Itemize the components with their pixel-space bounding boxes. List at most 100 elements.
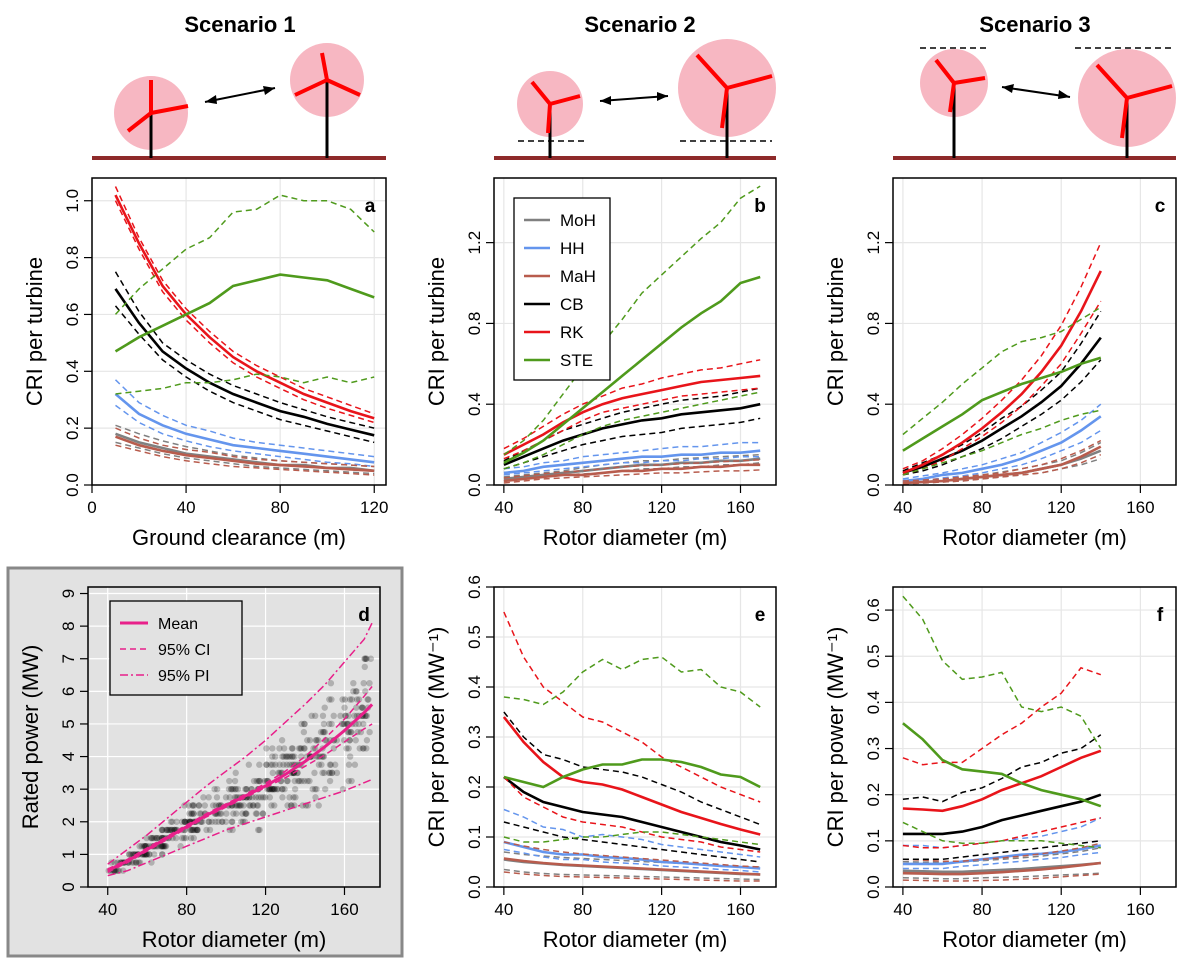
series-RK-ci-low xyxy=(902,300,1102,476)
scatter-point xyxy=(342,712,349,720)
scatter-point xyxy=(346,696,354,703)
y-tick-label: 0.4 xyxy=(465,675,484,699)
scatter-point xyxy=(203,826,210,834)
scatter-point xyxy=(267,785,274,793)
scatter-point xyxy=(133,859,140,866)
x-tick-label: 120 xyxy=(647,900,675,919)
scatter-point xyxy=(223,810,230,817)
scatter-point xyxy=(304,777,311,785)
scatter-point xyxy=(218,810,225,817)
scatter-point xyxy=(292,794,299,801)
y-tick-label: 0.4 xyxy=(864,392,883,416)
scatter-point xyxy=(136,843,143,850)
scatter-point xyxy=(366,679,373,687)
scatter-point xyxy=(216,810,224,817)
scatter-point xyxy=(240,802,247,809)
scatter-point xyxy=(321,728,329,736)
scatter-point xyxy=(331,761,339,768)
scatter-point xyxy=(209,802,217,809)
scatter-point xyxy=(321,769,328,777)
legend-box xyxy=(513,197,611,381)
x-axis-label: Rotor diameter (m) xyxy=(543,927,728,952)
scatter-point xyxy=(260,794,267,801)
scatter-point xyxy=(194,826,201,834)
scatter-point xyxy=(181,802,188,809)
series-HH-mean xyxy=(503,840,761,870)
legend-label: Mean xyxy=(158,616,198,633)
y-tick-label: 0.3 xyxy=(465,725,484,749)
scatter-point xyxy=(158,826,166,834)
scatter-point xyxy=(355,720,363,728)
scatter-point xyxy=(367,655,375,662)
scatter-point xyxy=(212,802,220,809)
scatter-point xyxy=(308,712,315,720)
legend-box xyxy=(109,600,243,696)
legend-label-STE: STE xyxy=(560,351,593,370)
y-tick-label: 0.6 xyxy=(864,598,883,622)
scatter-point xyxy=(317,728,325,736)
series-MaH-ci-high xyxy=(503,459,761,479)
y-tick-label: 0.8 xyxy=(465,312,484,336)
scatter-point xyxy=(152,834,159,842)
y-axis-label: CRI per turbine xyxy=(424,257,449,406)
series-RK-mean xyxy=(902,270,1102,475)
scatter-point xyxy=(361,655,368,662)
scatter-point xyxy=(178,818,186,825)
scatter-point xyxy=(229,818,236,825)
scatter-point xyxy=(269,761,276,768)
legend-label-MaH: MaH xyxy=(560,267,596,286)
series-CB-mean xyxy=(902,793,1102,836)
scatter-point xyxy=(147,834,155,842)
scatter-point xyxy=(151,851,158,858)
y-tick-label: 4 xyxy=(59,752,78,761)
scatter-point xyxy=(162,843,170,850)
scatter-point xyxy=(236,802,243,809)
scatter-point xyxy=(360,720,367,728)
series-CB-ci-high xyxy=(114,271,375,429)
scatter-point xyxy=(351,712,358,720)
scatter-point xyxy=(205,818,212,825)
scatter-point xyxy=(256,761,263,768)
scenario-3-title: Scenario 3 xyxy=(979,12,1090,37)
series-STE-ci-high xyxy=(503,656,761,708)
scatter-point xyxy=(300,745,308,752)
scatter-point xyxy=(167,826,175,834)
series-STE-ci-high xyxy=(902,306,1102,436)
x-axis-label: Rotor diameter (m) xyxy=(543,525,728,550)
scatter-point xyxy=(228,785,235,793)
series-HH-mean xyxy=(902,415,1102,483)
series-CB-ci-low xyxy=(902,359,1102,476)
arrow-head xyxy=(205,86,275,104)
scatter-point xyxy=(231,785,239,793)
x-tick-label: 160 xyxy=(1126,498,1154,517)
scatter-point xyxy=(250,777,258,785)
scatter-point xyxy=(158,843,166,850)
scatter-point xyxy=(288,753,296,760)
scatter-point xyxy=(196,810,204,817)
scatter-point xyxy=(172,834,180,842)
scatter-point xyxy=(231,777,239,785)
scatter-point xyxy=(162,826,170,834)
scatter-point xyxy=(286,753,294,760)
scatter-point xyxy=(295,777,302,785)
scatter-point xyxy=(309,785,316,793)
panel-letter: f xyxy=(1157,605,1164,626)
scatter-point xyxy=(239,810,246,817)
scatter-point xyxy=(180,834,188,842)
series-HH-ci-high xyxy=(114,379,375,458)
scenario-3-illustration xyxy=(893,47,1176,160)
scatter-point xyxy=(279,785,286,793)
series-RK-ci-high xyxy=(902,242,1102,470)
scatter-point xyxy=(187,826,194,834)
series-MoH-ci-high xyxy=(503,453,761,478)
panel-letter: b xyxy=(754,196,766,217)
scatter-point xyxy=(230,810,237,817)
scatter-point xyxy=(289,745,296,752)
scatter-point xyxy=(206,826,214,834)
scatter-point xyxy=(296,777,303,785)
scatter-point xyxy=(247,802,254,809)
scatter-point xyxy=(351,761,359,768)
scatter-point xyxy=(284,777,291,785)
x-tick-label: 80 xyxy=(573,900,592,919)
